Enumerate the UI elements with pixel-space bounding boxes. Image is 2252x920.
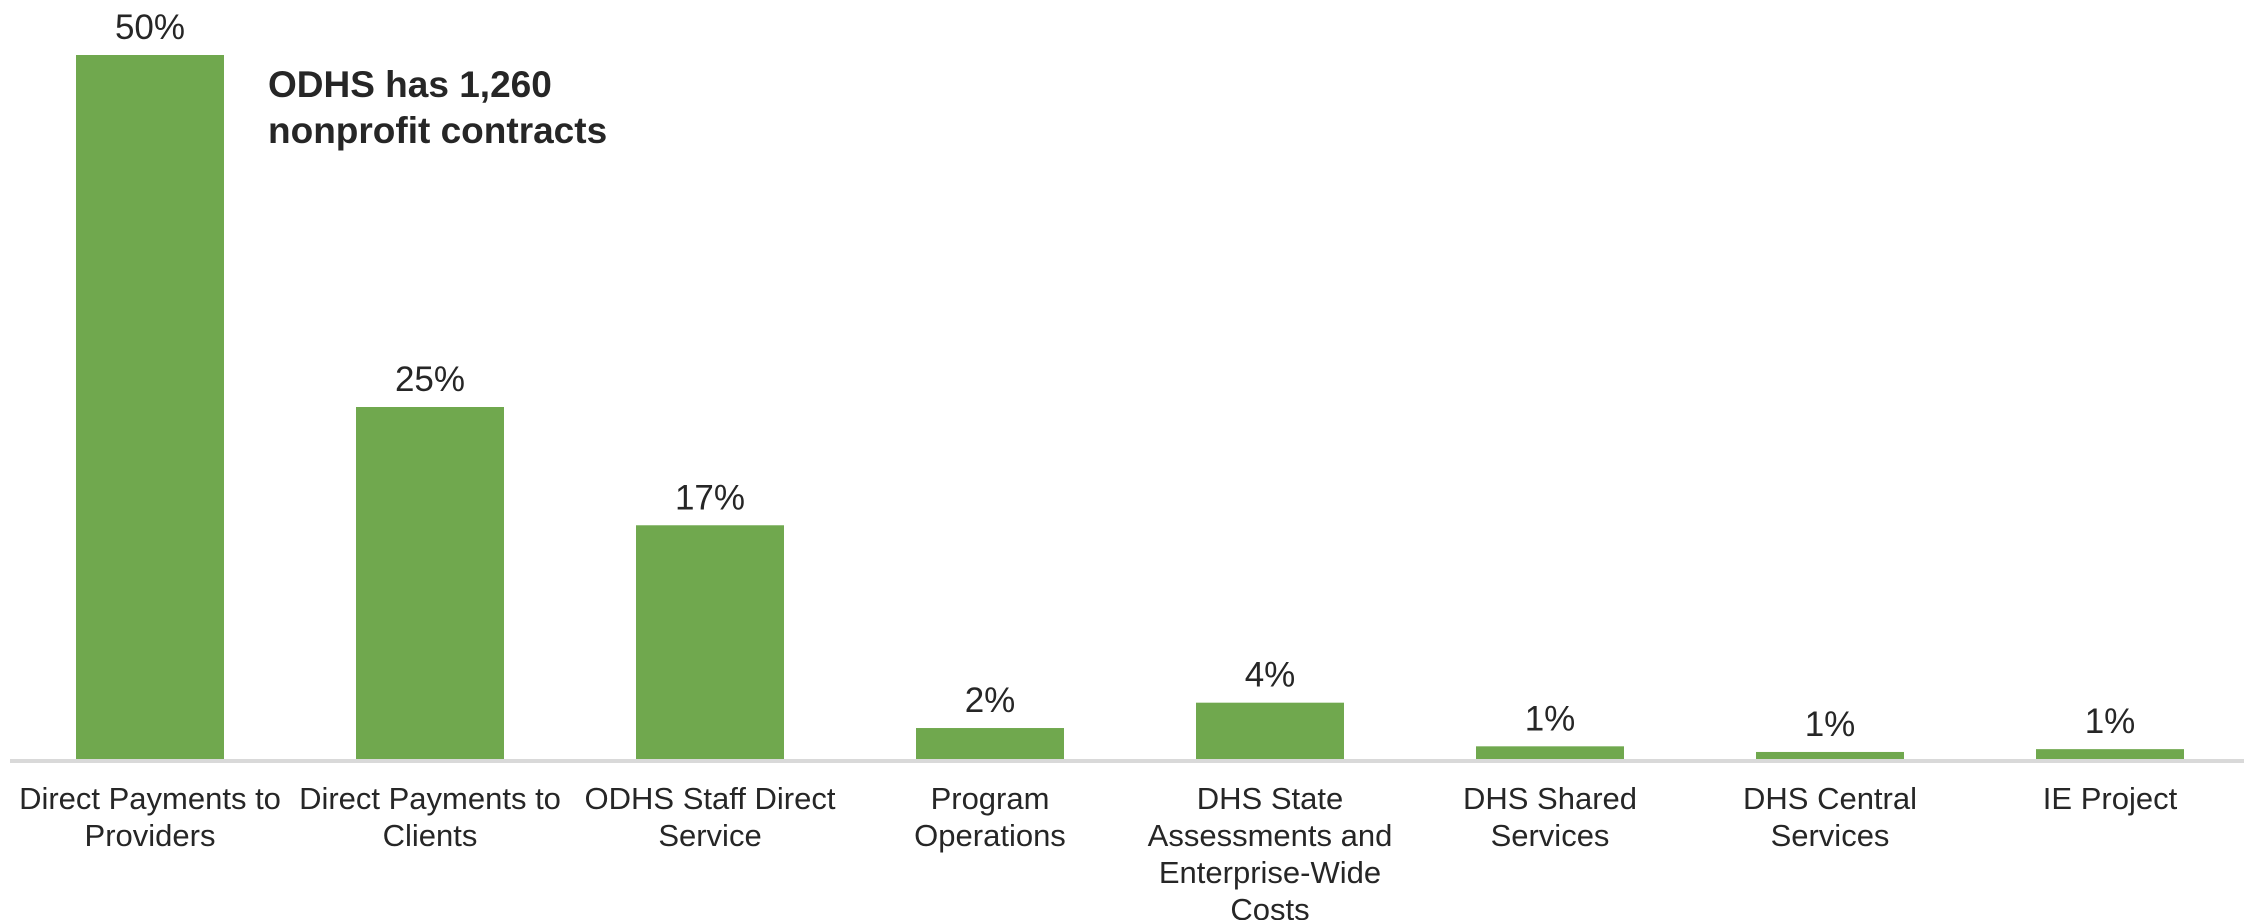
category-label-3: ODHS Staff Direct Service [585, 781, 836, 853]
value-label-1: 50% [115, 8, 185, 47]
bar-6 [1476, 746, 1624, 759]
bar-1 [76, 55, 224, 759]
bar-5 [1196, 702, 1344, 759]
value-label-8: 1% [2085, 702, 2136, 741]
bar-7 [1756, 751, 1904, 759]
bar-2 [356, 407, 504, 759]
bars-group [76, 55, 2184, 759]
bar-8 [2036, 749, 2184, 759]
category-label-8: IE Project [2043, 781, 2178, 816]
bar-4 [916, 728, 1064, 759]
value-label-4: 2% [965, 681, 1016, 720]
value-label-2: 25% [395, 360, 465, 399]
chart-annotation: ODHS has 1,260 nonprofit contracts [268, 62, 607, 154]
category-label-4: Program Operations [914, 781, 1066, 853]
value-label-3: 17% [675, 478, 745, 517]
category-label-7: DHS Central Services [1743, 781, 1917, 853]
category-label-1: Direct Payments to Providers [19, 781, 281, 853]
annotation-line-2: nonprofit contracts [268, 110, 608, 151]
category-label-2: Direct Payments to Clients [299, 781, 561, 853]
value-label-6: 1% [1525, 699, 1576, 738]
value-label-5: 4% [1245, 656, 1296, 695]
category-label-6: DHS Shared Services [1463, 781, 1637, 853]
value-labels-group: 50% 25% 17% 2% 4% 1% 1% 1% [115, 8, 2135, 744]
value-label-7: 1% [1805, 705, 1856, 744]
bar-3 [636, 525, 784, 759]
annotation-line-1: ODHS has 1,260 [268, 64, 552, 105]
category-label-5: DHS State Assessments and Enterprise-Wide C… [1148, 781, 1393, 920]
